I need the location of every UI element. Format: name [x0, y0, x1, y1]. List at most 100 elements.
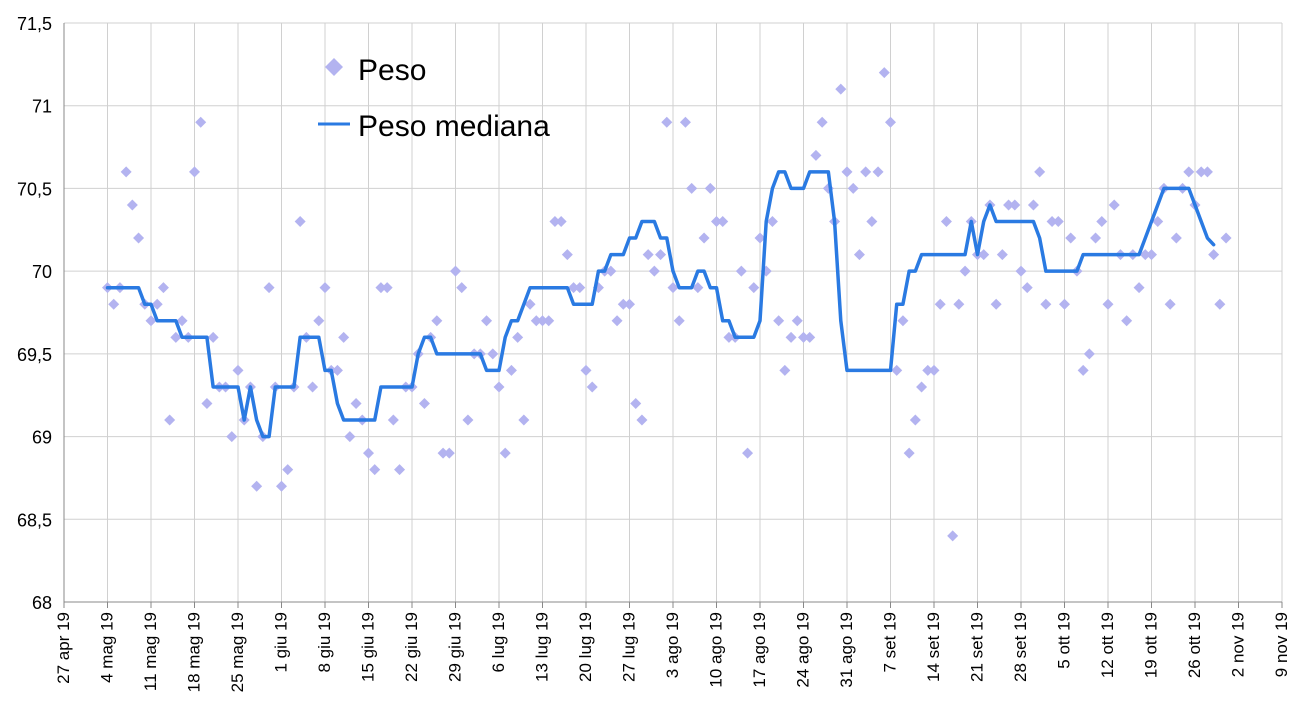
x-tick-label: 10 ago 19 — [707, 612, 726, 688]
peso-points — [102, 67, 1232, 542]
peso-point — [294, 216, 306, 228]
peso-point — [512, 331, 524, 343]
x-tick-label: 29 giu 19 — [446, 612, 465, 682]
x-tick-label: 7 set 19 — [881, 612, 900, 673]
x-tick-label: 14 set 19 — [924, 612, 943, 682]
peso-point — [766, 216, 778, 228]
peso-point — [586, 381, 598, 393]
peso-mediana-line — [105, 170, 1216, 439]
peso-point — [773, 315, 785, 327]
peso-point — [375, 282, 387, 294]
peso-point — [568, 282, 580, 294]
peso-point — [157, 282, 169, 294]
peso-point — [195, 116, 207, 128]
peso-point — [1121, 315, 1133, 327]
peso-point — [1133, 282, 1145, 294]
peso-point — [226, 431, 238, 443]
x-tick-label: 11 mag 19 — [141, 612, 160, 691]
peso-point — [897, 315, 909, 327]
x-tick-label: 9 nov 19 — [1272, 612, 1291, 677]
peso-point — [338, 331, 350, 343]
peso-point — [1139, 249, 1151, 261]
peso-point — [953, 298, 965, 310]
peso-point — [120, 166, 132, 178]
legend-peso-label: Peso — [358, 54, 426, 87]
peso-point — [394, 464, 406, 476]
peso-point — [692, 282, 704, 294]
x-tick-label: 22 giu 19 — [402, 612, 421, 682]
peso-point — [145, 315, 157, 327]
x-tick-label: 5 ott 19 — [1055, 612, 1074, 669]
y-tick-label: 68,5 — [17, 510, 52, 530]
peso-point — [1220, 232, 1232, 244]
peso-point — [481, 315, 493, 327]
peso-point — [947, 530, 959, 542]
peso-point — [804, 331, 816, 343]
x-tick-label: 15 giu 19 — [359, 612, 378, 682]
x-tick-label: 18 mag 19 — [185, 612, 204, 692]
x-tick-label: 12 ott 19 — [1098, 612, 1117, 678]
y-tick-label: 71,5 — [17, 14, 52, 34]
peso-point — [1164, 298, 1176, 310]
peso-point — [350, 397, 362, 409]
peso-point — [878, 67, 890, 79]
peso-point — [331, 364, 343, 376]
peso-point — [1065, 232, 1077, 244]
peso-point — [785, 331, 797, 343]
peso-point — [959, 265, 971, 277]
peso-point — [232, 364, 244, 376]
peso-point — [1152, 216, 1164, 228]
peso-point — [704, 182, 716, 194]
peso-mediana-line-group — [105, 170, 1216, 439]
peso-point — [363, 447, 374, 459]
legend-mediana-label: Peso mediana — [358, 110, 550, 143]
peso-point — [866, 216, 878, 228]
peso-point — [847, 182, 859, 194]
peso-point — [1046, 216, 1058, 228]
peso-point — [561, 249, 573, 261]
peso-point — [779, 364, 791, 376]
peso-point — [624, 298, 635, 310]
y-tick-label: 68 — [32, 593, 52, 613]
peso-point — [978, 249, 990, 261]
peso-point — [170, 331, 182, 343]
peso-point — [1083, 348, 1095, 360]
peso-point — [1027, 199, 1039, 211]
peso-point — [505, 364, 517, 376]
x-tick-label: 27 apr 19 — [54, 612, 73, 684]
peso-point — [748, 282, 760, 294]
peso-point — [456, 282, 468, 294]
peso-point — [872, 166, 884, 178]
peso-point — [841, 166, 853, 178]
peso-point — [537, 315, 548, 327]
peso-point — [667, 282, 679, 294]
x-axis: 27 apr 19 4 mag 19 11 mag 19 18 mag 19 25 ma… — [54, 601, 1291, 692]
peso-point — [1021, 282, 1033, 294]
peso-point — [791, 315, 803, 327]
peso-point — [189, 166, 200, 178]
peso-point — [1170, 232, 1182, 244]
peso-point — [605, 265, 617, 277]
peso-point — [151, 298, 163, 310]
peso-point — [1096, 216, 1108, 228]
peso-point — [518, 414, 530, 426]
x-tick-label: 6 lug 19 — [489, 612, 508, 673]
peso-point — [891, 364, 903, 376]
peso-point — [1195, 166, 1207, 178]
peso-point — [450, 265, 461, 277]
peso-point — [686, 182, 698, 194]
peso-point — [611, 315, 623, 327]
y-tick-label: 71 — [32, 97, 52, 117]
peso-point — [655, 249, 667, 261]
peso-point — [1034, 166, 1046, 178]
peso-point — [816, 116, 828, 128]
peso-point — [207, 331, 219, 343]
peso-point — [1183, 166, 1195, 178]
peso-point — [524, 298, 536, 310]
peso-point — [530, 315, 542, 327]
grid-lines — [63, 22, 1283, 603]
peso-point — [549, 216, 561, 228]
peso-point — [1146, 249, 1157, 261]
peso-point — [940, 216, 952, 228]
peso-point — [903, 447, 915, 459]
